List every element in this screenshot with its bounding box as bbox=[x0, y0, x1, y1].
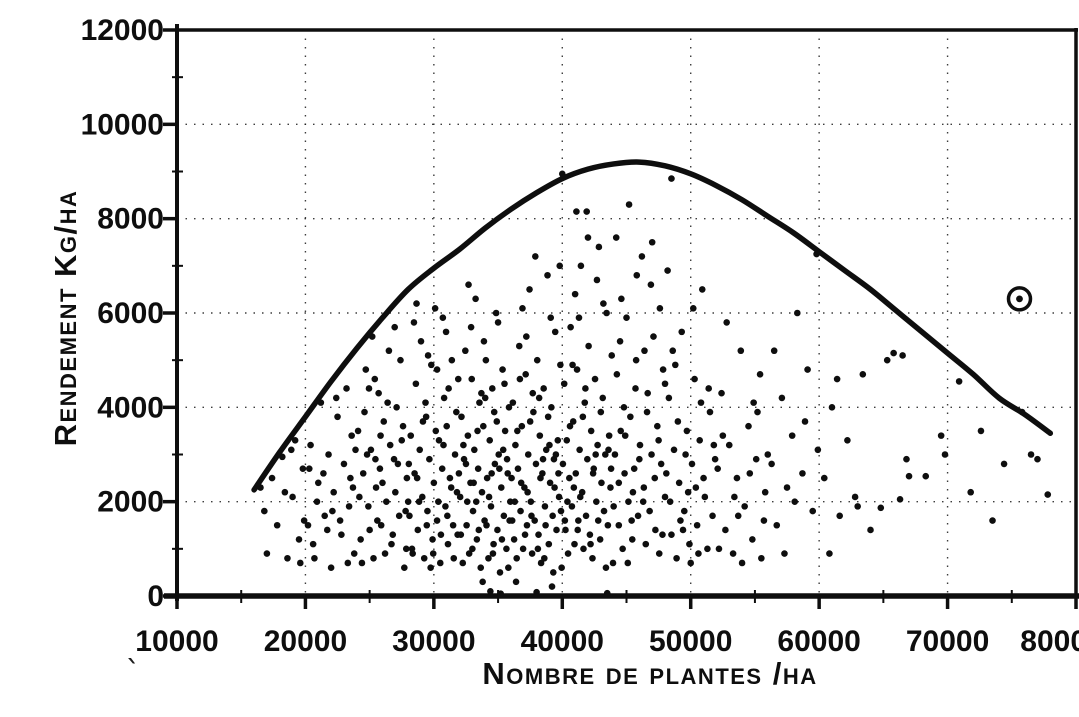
svg-text:30000: 30000 bbox=[392, 625, 475, 658]
circled-outlier bbox=[1006, 286, 1033, 312]
svg-text:20000: 20000 bbox=[264, 625, 347, 658]
svg-text:0: 0 bbox=[147, 580, 164, 613]
svg-text:70000: 70000 bbox=[906, 625, 989, 658]
svg-text:4000: 4000 bbox=[97, 391, 164, 424]
plot-area: 0 2000 4000 6000 8000 10000 12000 10000 20000 300… bbox=[81, 16, 1079, 658]
svg-text:10000: 10000 bbox=[135, 625, 218, 658]
svg-text:6000: 6000 bbox=[97, 297, 164, 330]
scan-artifact-mark: ` bbox=[124, 655, 142, 690]
y-tick-labels: 0 2000 4000 6000 8000 10000 12000 bbox=[81, 16, 164, 613]
svg-text:8000: 8000 bbox=[97, 203, 164, 236]
svg-text:60000: 60000 bbox=[777, 625, 860, 658]
svg-text:2000: 2000 bbox=[97, 486, 164, 519]
x-axis-title: Nombre de plantes /ha bbox=[482, 656, 817, 691]
yield-envelope-curve bbox=[251, 159, 1054, 493]
chart-canvas: 0 2000 4000 6000 8000 10000 12000 10000 20000 300… bbox=[48, 16, 1079, 691]
svg-text:12000: 12000 bbox=[81, 16, 164, 47]
svg-text:40000: 40000 bbox=[521, 625, 604, 658]
svg-text:80000: 80000 bbox=[1020, 625, 1079, 658]
x-tick-labels: 10000 20000 30000 40000 50000 60000 70000 80000 bbox=[135, 625, 1079, 658]
y-axis-title: Rendement Kg/ha bbox=[48, 190, 83, 447]
yield-vs-plant-density-scatter-figure: 0 2000 4000 6000 8000 10000 12000 10000 20000 300… bbox=[40, 16, 1079, 701]
observations bbox=[257, 170, 1052, 597]
svg-text:50000: 50000 bbox=[649, 625, 732, 658]
axis-ticks bbox=[163, 28, 1078, 609]
grid-lines bbox=[177, 30, 1076, 596]
svg-text:10000: 10000 bbox=[81, 108, 164, 141]
plot-border bbox=[164, 24, 1079, 601]
